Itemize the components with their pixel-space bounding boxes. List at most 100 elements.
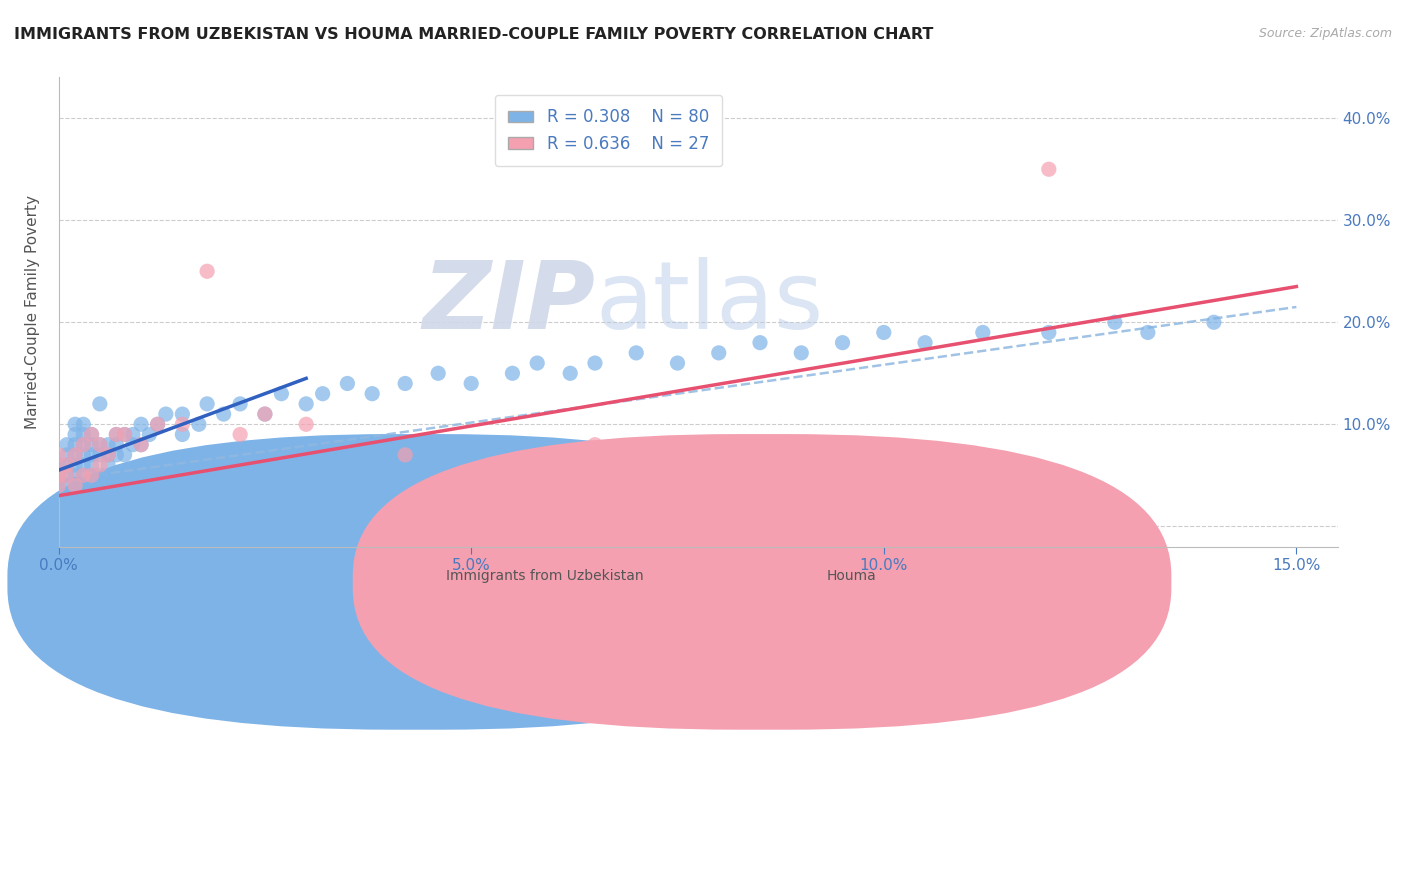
Point: [155, 407, 177, 421]
Point: [63, 438, 86, 452]
Point: [501, 366, 523, 380]
Text: IMMIGRANTS FROM UZBEKISTAN VS HOUMA MARRIED-COUPLE FAMILY POVERTY CORRELATION CH: IMMIGRANTS FROM UZBEKISTAN VS HOUMA MARR…: [14, 27, 934, 42]
Point: [97, 458, 120, 472]
Point: [97, 438, 120, 452]
Point: [172, 407, 194, 421]
Point: [583, 438, 606, 452]
Point: [72, 438, 94, 452]
Point: [72, 468, 94, 483]
Point: [56, 438, 79, 452]
Point: [63, 427, 86, 442]
Point: [56, 458, 79, 472]
Point: [72, 478, 94, 492]
Point: [172, 417, 194, 432]
Text: ZIP: ZIP: [423, 257, 596, 349]
Point: [129, 438, 152, 452]
Point: [526, 356, 548, 370]
Point: [394, 448, 416, 462]
Point: [72, 417, 94, 432]
Y-axis label: Married-Couple Family Poverty: Married-Couple Family Poverty: [25, 195, 39, 429]
FancyBboxPatch shape: [7, 434, 825, 730]
Point: [63, 478, 86, 492]
Point: [311, 386, 333, 401]
Point: [105, 448, 128, 462]
Point: [121, 427, 143, 442]
Point: [80, 468, 103, 483]
Point: [129, 438, 152, 452]
Point: [121, 438, 143, 452]
Point: [72, 438, 94, 452]
Point: [63, 448, 86, 462]
Point: [253, 407, 276, 421]
Point: [63, 489, 86, 503]
Point: [80, 458, 103, 472]
Point: [172, 427, 194, 442]
Point: [63, 478, 86, 492]
Point: [114, 448, 136, 462]
Point: [63, 458, 86, 472]
Point: [105, 427, 128, 442]
Point: [336, 376, 359, 391]
Point: [89, 448, 111, 462]
Point: [56, 468, 79, 483]
Point: [626, 346, 648, 360]
Point: [114, 427, 136, 442]
Point: [72, 448, 94, 462]
Point: [790, 458, 813, 472]
Point: [56, 458, 79, 472]
Point: [583, 356, 606, 370]
Point: [831, 335, 853, 350]
Point: [56, 478, 79, 492]
Point: [63, 468, 86, 483]
Point: [1038, 326, 1060, 340]
Point: [253, 407, 276, 421]
FancyBboxPatch shape: [353, 434, 1171, 730]
Point: [146, 417, 169, 432]
Point: [1104, 315, 1126, 329]
Point: [97, 448, 120, 462]
Point: [89, 458, 111, 472]
Point: [790, 346, 813, 360]
Point: [56, 448, 79, 462]
Point: [48, 448, 70, 462]
Point: [394, 376, 416, 391]
Point: [89, 438, 111, 452]
Point: [80, 427, 103, 442]
Point: [72, 458, 94, 472]
Point: [749, 335, 772, 350]
Point: [146, 417, 169, 432]
Point: [295, 397, 318, 411]
Point: [63, 417, 86, 432]
Point: [48, 468, 70, 483]
Point: [560, 366, 582, 380]
Point: [873, 326, 896, 340]
Point: [80, 448, 103, 462]
Point: [80, 438, 103, 452]
Point: [427, 366, 450, 380]
Text: Source: ZipAtlas.com: Source: ZipAtlas.com: [1258, 27, 1392, 40]
Point: [97, 448, 120, 462]
Point: [295, 417, 318, 432]
Point: [195, 264, 218, 278]
Point: [48, 478, 70, 492]
Point: [80, 468, 103, 483]
Point: [460, 376, 482, 391]
Point: [89, 397, 111, 411]
Point: [114, 427, 136, 442]
Point: [1202, 315, 1225, 329]
Text: Immigrants from Uzbekistan: Immigrants from Uzbekistan: [446, 568, 644, 582]
Point: [972, 326, 994, 340]
Point: [105, 427, 128, 442]
Point: [48, 468, 70, 483]
Point: [914, 335, 936, 350]
Text: Houma: Houma: [827, 568, 876, 582]
Point: [138, 427, 160, 442]
Point: [1038, 162, 1060, 177]
Point: [229, 397, 252, 411]
Text: atlas: atlas: [596, 257, 824, 349]
Point: [72, 427, 94, 442]
Point: [89, 438, 111, 452]
Point: [56, 468, 79, 483]
Point: [707, 346, 730, 360]
Point: [89, 468, 111, 483]
